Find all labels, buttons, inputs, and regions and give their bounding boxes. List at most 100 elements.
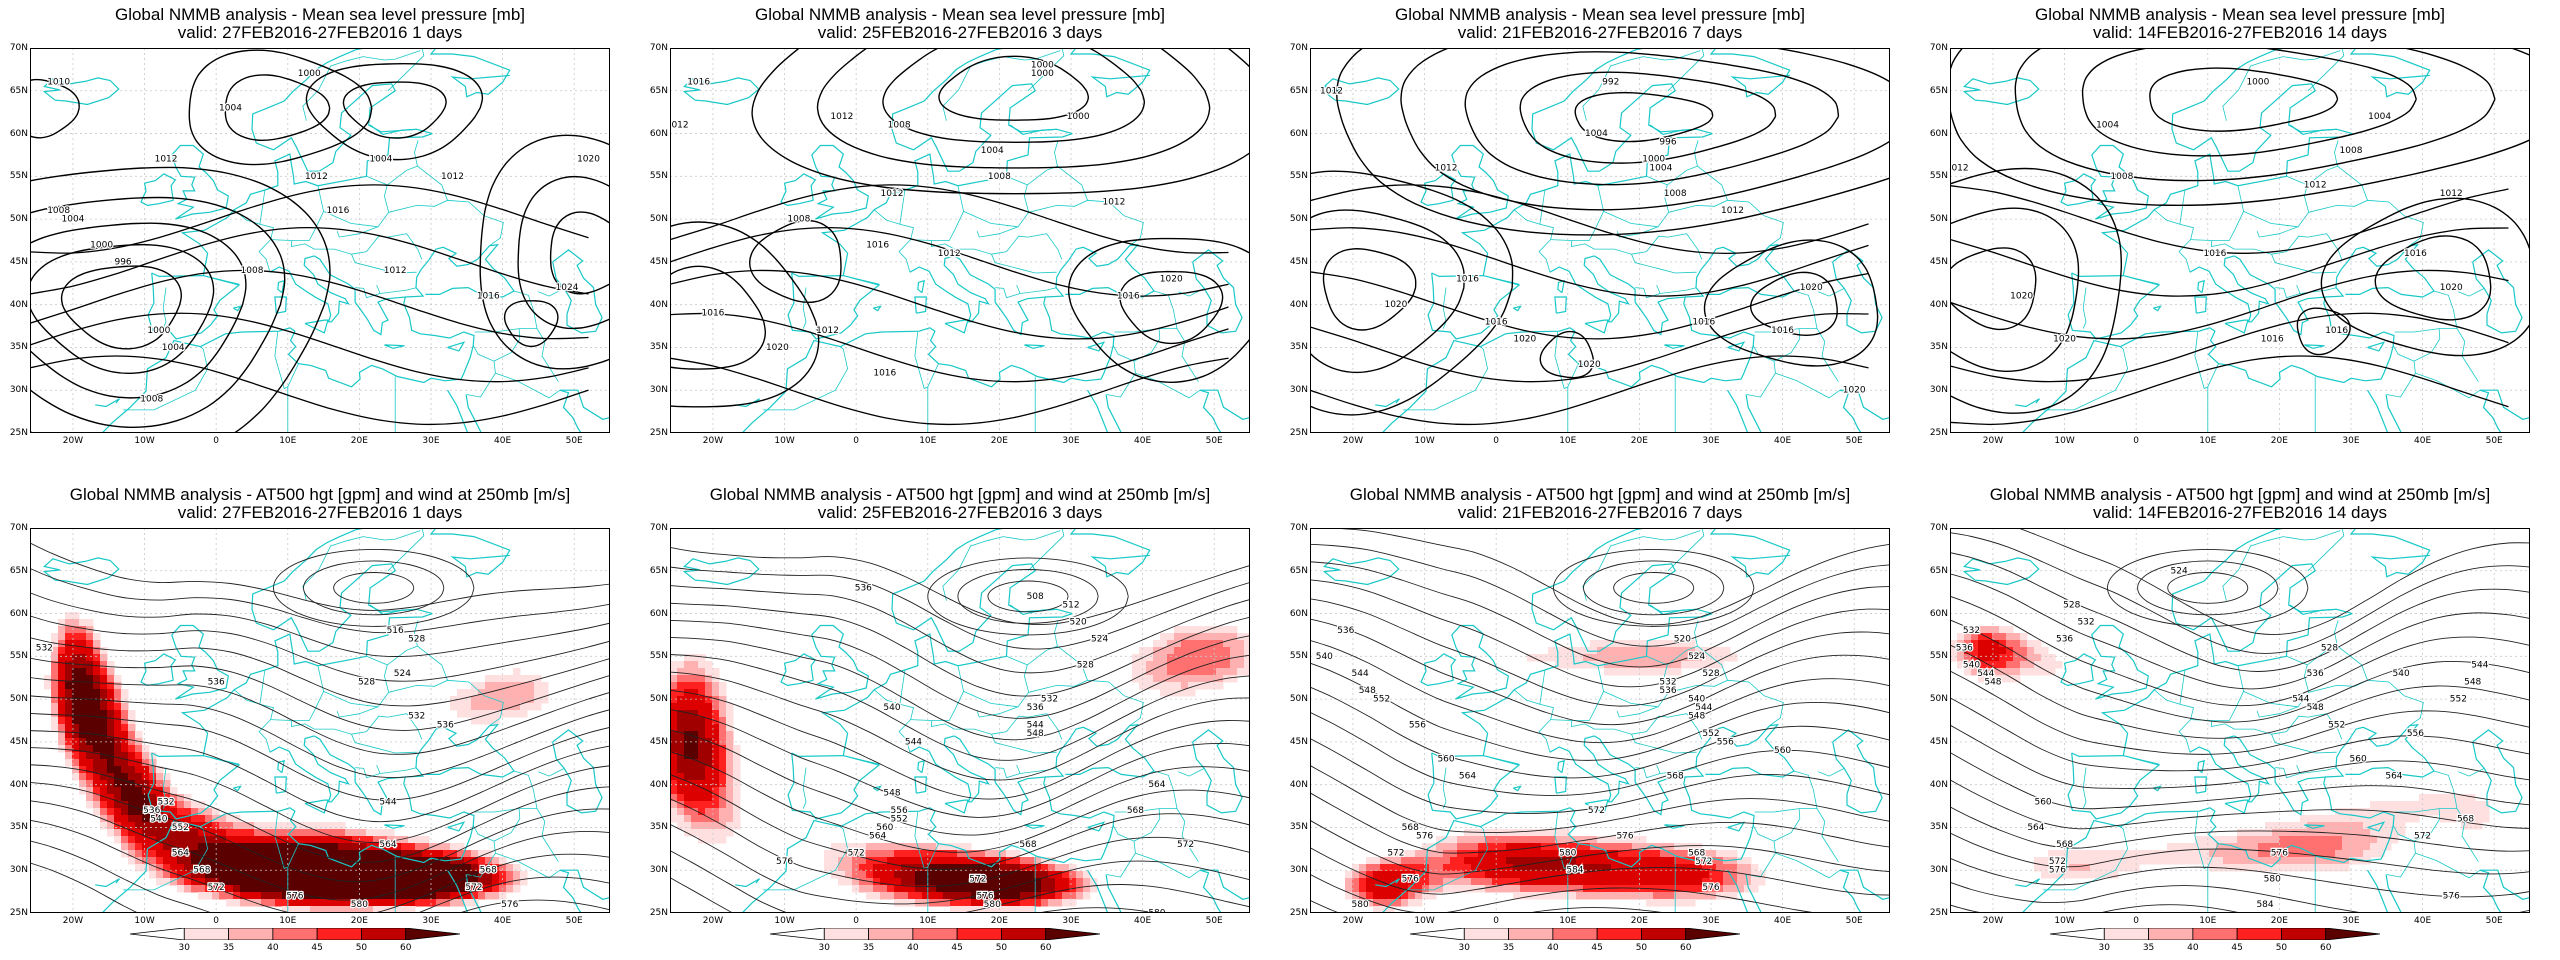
wind-shade-cell	[128, 766, 136, 774]
wind-shade-cell	[999, 892, 1007, 900]
wind-shade-cell	[1723, 878, 1731, 886]
wind-shade-cell	[373, 850, 381, 858]
wind-shade-cell	[1041, 871, 1049, 879]
wind-shade-cell	[1202, 640, 1210, 648]
isobar	[30, 227, 589, 295]
wind-shade-cell	[2237, 857, 2245, 865]
wind-shade-cell	[2468, 822, 2476, 830]
wind-shade-cell	[1702, 850, 1710, 858]
wind-shade-cell	[107, 696, 115, 704]
height-label: 528	[2321, 643, 2338, 653]
wind-shade-cell	[79, 654, 87, 662]
wind-shade-cell	[58, 633, 66, 641]
wind-shade-cell	[450, 857, 458, 865]
wind-shade-cell	[1006, 864, 1014, 872]
wind-shade-cell	[1992, 675, 2000, 683]
wind-shade-cell	[100, 710, 108, 718]
coastline	[171, 144, 229, 220]
wind-shade-cell	[520, 675, 528, 683]
wind-shade-cell	[2461, 801, 2469, 809]
pressure-label: 1000	[1031, 61, 1054, 71]
wind-shade-cell	[289, 885, 297, 893]
wind-shade-cell	[79, 668, 87, 676]
wind-shade-cell	[677, 703, 685, 711]
wind-shade-cell	[887, 885, 895, 893]
wind-shade-cell	[1209, 647, 1217, 655]
isobar	[1950, 247, 2037, 331]
wind-shade-cell	[2230, 850, 2238, 858]
country-border	[954, 713, 1063, 740]
wind-shade-cell	[1429, 843, 1437, 851]
wind-shade-cell	[520, 878, 528, 886]
wind-shade-cell	[1492, 885, 1500, 893]
wind-shade-cell	[184, 801, 192, 809]
wind-shade-cell	[86, 766, 94, 774]
wind-shade-cell	[121, 710, 129, 718]
wind-shade-cell	[1992, 654, 2000, 662]
pressure-label: 1020	[2440, 283, 2463, 293]
lon-tick-label: 10W	[1414, 916, 1435, 926]
wind-shade-cell	[149, 808, 157, 816]
height-label: 540	[150, 814, 167, 824]
lat-tick-label: 50N	[649, 214, 668, 225]
wind-shade-cell	[1744, 857, 1752, 865]
wind-shade-cell	[422, 878, 430, 886]
height-contour	[30, 781, 610, 882]
wind-shade-cell	[964, 843, 972, 851]
lon-tick-label: 30E	[1062, 436, 1080, 446]
coastline	[2021, 327, 2352, 433]
country-border	[2386, 345, 2416, 398]
wind-shade-cell	[289, 864, 297, 872]
wind-shade-cell	[2272, 850, 2280, 858]
wind-shade-cell	[1055, 899, 1063, 907]
pressure-label: 1004	[369, 155, 392, 165]
pressure-label: 1000	[1067, 112, 1090, 122]
colorbar-swatch	[770, 928, 825, 940]
wind-shade-cell	[1534, 871, 1542, 879]
wind-shade-cell	[310, 878, 318, 886]
wind-shade-cell	[457, 850, 465, 858]
height-contour	[30, 747, 610, 843]
wind-shade-cell	[72, 654, 80, 662]
wind-shade-cell	[100, 731, 108, 739]
wind-shade-cell	[1352, 885, 1360, 893]
wind-shade-cell	[72, 619, 80, 627]
wind-shade-cell	[86, 759, 94, 767]
wind-shade-cell	[831, 864, 839, 872]
wind-shade-cell	[72, 668, 80, 676]
wind-shade-cell	[289, 906, 297, 913]
wind-shade-cell	[1464, 885, 1472, 893]
wind-shade-cell	[1604, 857, 1612, 865]
wind-shade-cell	[1583, 878, 1591, 886]
wind-shade-cell	[289, 829, 297, 837]
wind-shade-cell	[212, 871, 220, 879]
wind-shade-cell	[1590, 640, 1598, 648]
wind-shade-cell	[506, 696, 514, 704]
isobar	[2081, 48, 2417, 157]
lon-tick-label: 40E	[1774, 916, 1792, 926]
lon-tick-label: 10E	[919, 436, 937, 446]
height-contour	[30, 840, 610, 913]
wind-shade-cell	[198, 864, 206, 872]
wind-shade-cell	[2132, 864, 2140, 872]
wind-shade-cell	[121, 689, 129, 697]
lon-tick-label: 30E	[1702, 436, 1720, 446]
wind-shade-cell	[1964, 668, 1972, 676]
wind-shade-cell	[1202, 633, 1210, 641]
lat-tick-label: 35N	[1929, 342, 1948, 353]
wind-shade-cell	[163, 864, 171, 872]
pressure-label: 1000	[298, 69, 321, 79]
wind-shade-cell	[282, 836, 290, 844]
wind-shade-cell	[1492, 871, 1500, 879]
wind-shade-cell	[422, 871, 430, 879]
wind-shade-cell	[527, 703, 535, 711]
pressure-label: 1016	[873, 369, 896, 379]
wind-shade-cell	[226, 857, 234, 865]
coastline	[369, 604, 417, 616]
height-label: 532	[1041, 695, 1058, 705]
wind-shade-cell	[1999, 647, 2007, 655]
wind-shade-cell	[719, 836, 727, 844]
wind-shade-cell	[1562, 892, 1570, 900]
wind-shade-cell	[2076, 857, 2084, 865]
wind-shade-cell	[219, 815, 227, 823]
